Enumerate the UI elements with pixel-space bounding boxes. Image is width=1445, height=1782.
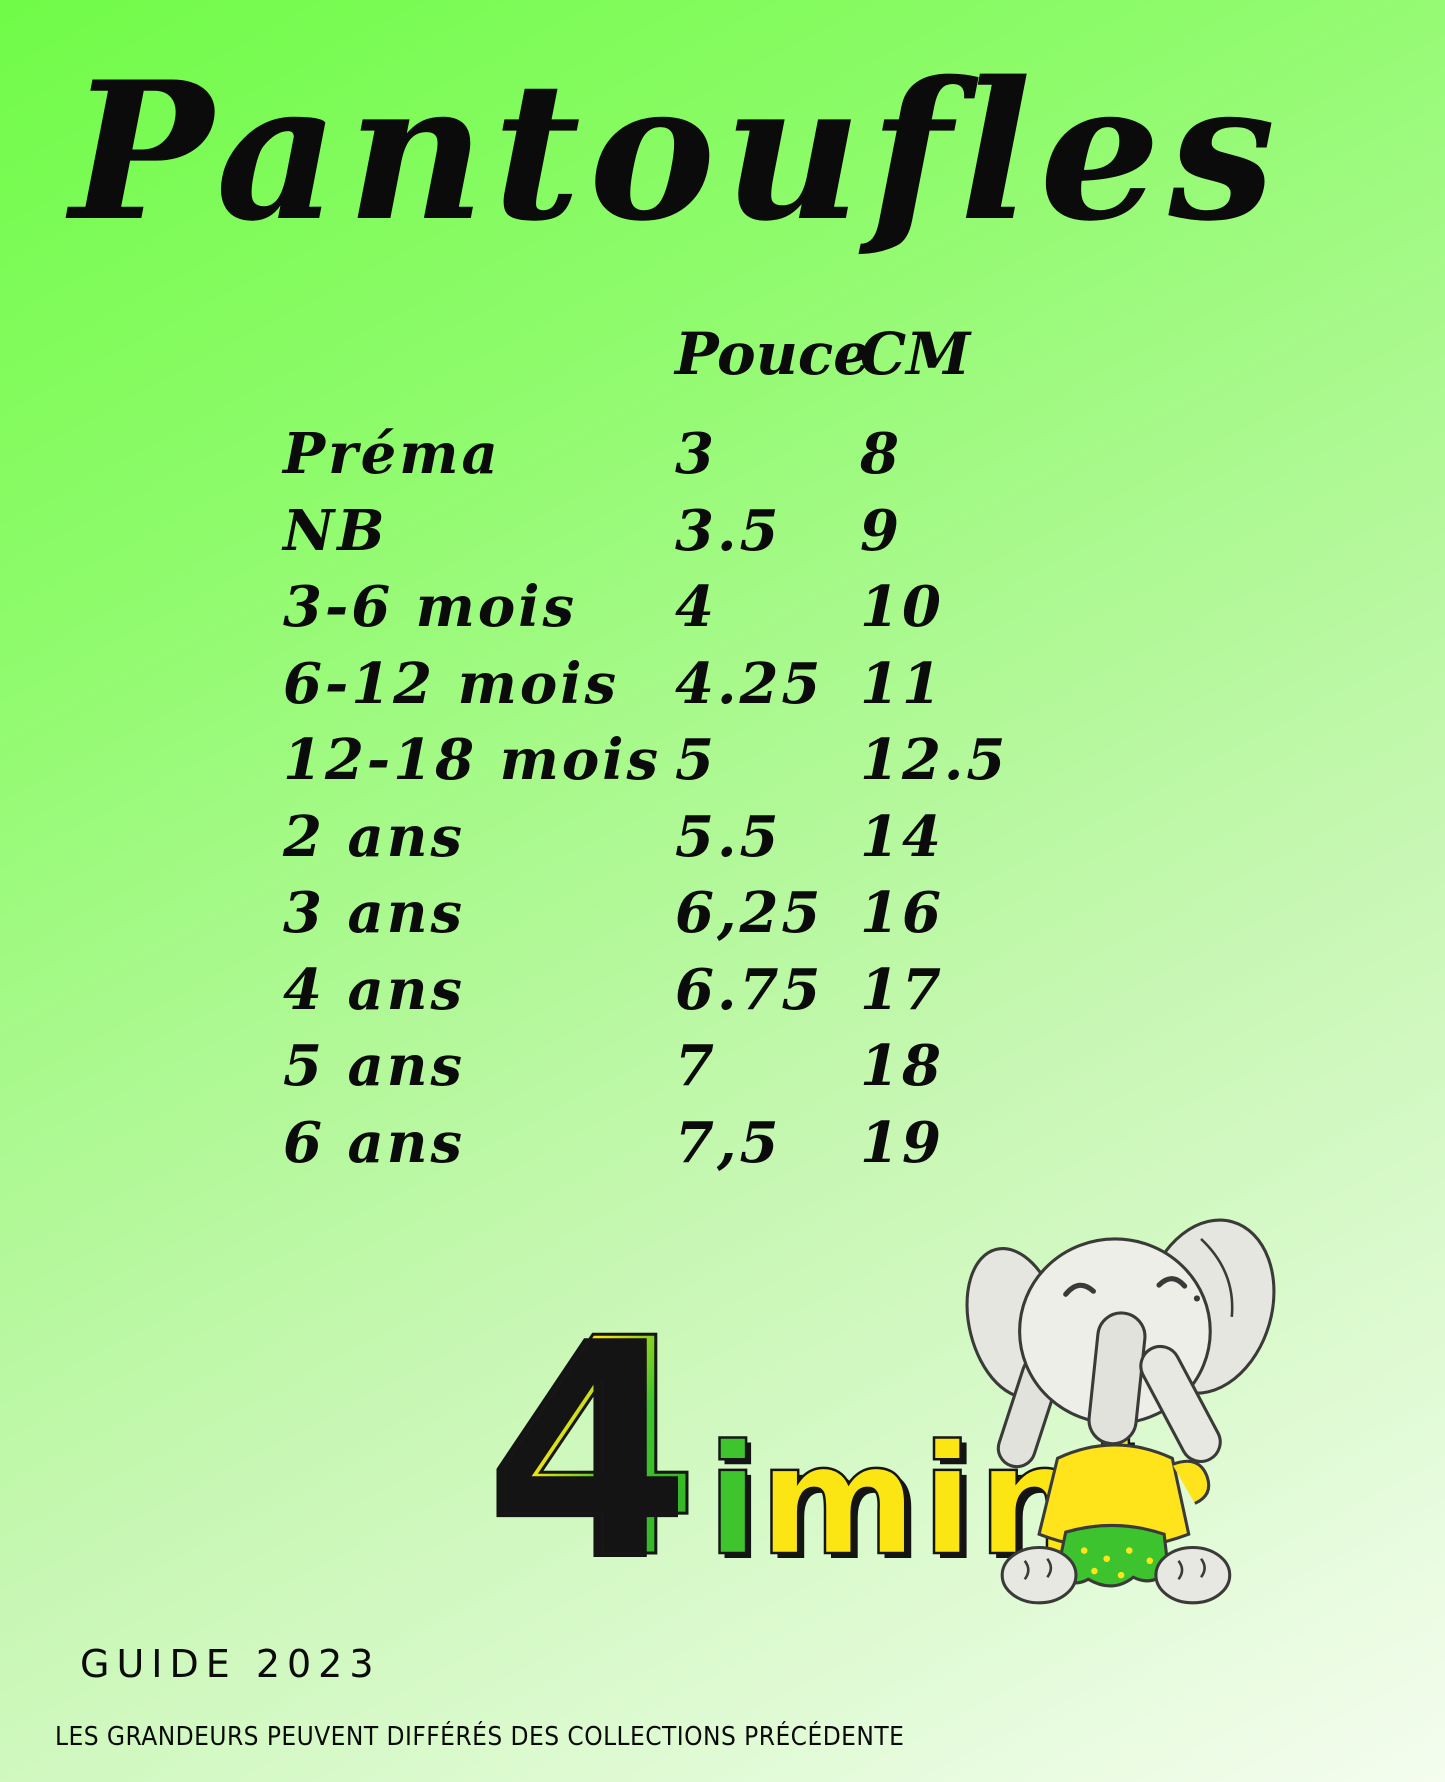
size-label: 3 ans (283, 880, 465, 947)
table-row: 12-18 mois 5 12.5 (283, 722, 1385, 799)
cm-value: 9 (860, 497, 902, 564)
column-header-pouce: Pouce (675, 320, 871, 388)
table-row: 4 ans 6.75 17 (283, 952, 1385, 1029)
size-label: 2 ans (283, 803, 465, 870)
size-table: Pouce CM Préma 3 8 NB 3.5 9 3-6 mois 4 1… (283, 318, 1385, 1181)
cm-value: 16 (860, 880, 944, 947)
pouce-value: 7,5 (675, 1109, 782, 1176)
size-label: 3-6 mois (283, 574, 578, 641)
size-label: 12-18 mois (283, 727, 662, 794)
column-header-cm: CM (860, 320, 971, 388)
table-row: 6-12 mois 4.25 11 (283, 646, 1385, 723)
size-label: 4 ans (283, 956, 465, 1023)
pouce-value: 6.75 (675, 956, 824, 1023)
cm-value: 18 (860, 1033, 944, 1100)
cm-value: 19 (860, 1109, 944, 1176)
cm-value: 12.5 (860, 727, 1009, 794)
table-row: NB 3.5 9 (283, 493, 1385, 570)
pouce-value: 3 (675, 421, 717, 488)
table-row: Préma 3 8 (283, 416, 1385, 493)
pouce-value: 7 (675, 1033, 717, 1100)
table-row: 6 ans 7,5 19 (283, 1105, 1385, 1182)
size-label: NB (283, 497, 388, 564)
pouce-value: 4 (675, 574, 717, 641)
logo-letter-i-green: i (705, 1412, 760, 1589)
guide-year-label: GUIDE 2023 (80, 1642, 381, 1686)
pouce-value: 5 (675, 727, 717, 794)
page-title: Pantoufles (70, 40, 1284, 263)
pouce-value: 4.25 (675, 650, 824, 717)
size-label: 6-12 mois (283, 650, 620, 717)
table-row: 5 ans 7 18 (283, 1028, 1385, 1105)
cm-value: 11 (860, 650, 944, 717)
cm-value: 17 (860, 956, 944, 1023)
table-row: 3-6 mois 4 10 (283, 569, 1385, 646)
table-header-row: Pouce CM (283, 318, 1385, 390)
pouce-value: 6,25 (675, 880, 824, 947)
cm-value: 8 (860, 421, 902, 488)
disclaimer-text: LES GRANDEURS PEUVENT DIFFÉRÉS DES COLLE… (55, 1722, 905, 1752)
elephant-mascot-icon (965, 1218, 1276, 1605)
size-label: Préma (283, 421, 501, 488)
table-row: 2 ans 5.5 14 (283, 799, 1385, 876)
logo-digit-4: 4 (491, 1275, 703, 1624)
pouce-value: 5.5 (675, 803, 782, 870)
pouce-value: 3.5 (675, 497, 782, 564)
cm-value: 14 (860, 803, 944, 870)
size-label: 6 ans (283, 1109, 465, 1176)
table-row: 3 ans 6,25 16 (283, 875, 1385, 952)
size-label: 5 ans (283, 1033, 465, 1100)
cm-value: 10 (860, 574, 944, 641)
